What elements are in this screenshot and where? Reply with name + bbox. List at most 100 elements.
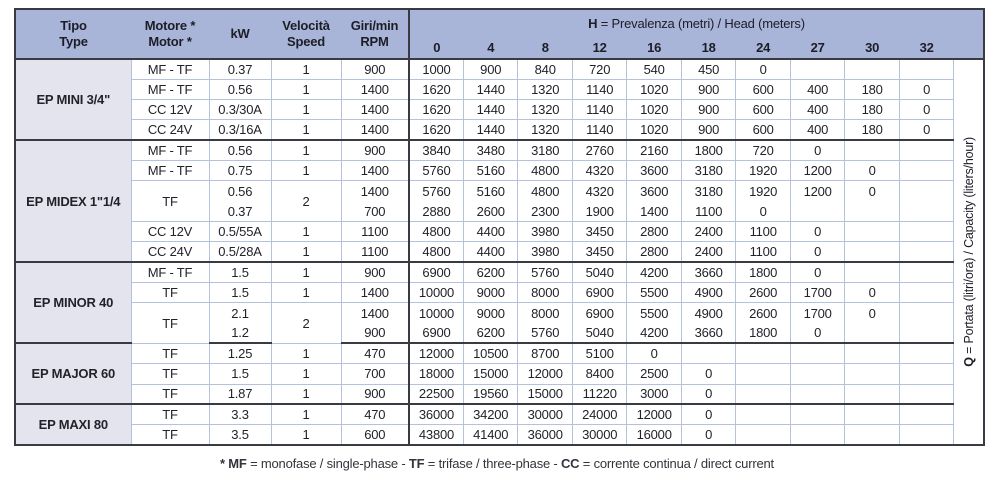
rpm-cell: 1400 [340,119,410,142]
rpm-cell: 470 [340,403,410,426]
table-row: CC 12V 0.3/30A 1 1400 1620 1440 1320 1140 1020 90… [15,99,984,121]
footnote: * MF = monofase / single-phase - TF = tr… [0,456,994,471]
kw-cell: 1.5 [208,261,272,283]
capacity-cell: 4800 [407,220,464,243]
speed-cell: 1 [270,261,342,283]
capacity-cell: 1020 [626,119,682,142]
kw-cell: 0.37 [208,58,272,80]
capacity-cell: 3450 [571,220,628,243]
table-row: TF 0.56 2 1400 5760 5160 4800 4320 3600 3180 1920 1… [15,180,984,222]
capacity-cell [898,302,955,324]
capacity-cell: 1800 [680,139,737,162]
capacity-cell: 3600 [626,160,682,182]
rpm-cell: 1400 [340,302,410,324]
capacity-cell: 4200 [626,323,682,345]
type-cell: EP MINI 3/4" [14,58,132,142]
rpm-cell: 900 [340,139,410,162]
capacity-cell: 900 [462,58,519,80]
capacity-cell: 0 [735,58,791,80]
capacity-cell [898,261,955,283]
motor-cell: CC 24V [130,119,210,142]
capacity-cell: 1000 [407,58,464,80]
rpm-cell: 1400 [340,160,410,182]
motor-cell: TF [130,302,210,344]
motor-cell: MF - TF [130,261,210,283]
capacity-cell: 34200 [462,403,519,426]
table-row: MF - TF 0.75 1 1400 5760 5160 4800 4320 3600 3180… [15,160,984,182]
capacity-cell [898,403,955,426]
capacity-cell: 1020 [626,78,682,101]
capacity-cell: 2400 [680,220,737,243]
speed-cell: 1 [270,139,342,162]
capacity-cell [898,281,955,304]
capacity-cell [789,58,846,80]
capacity-cell: 22500 [407,383,464,406]
table-header: Tipo Type Motore * Motor * kW Velocità S… [15,9,984,60]
kw-cell: 0.5/55A [208,220,272,243]
kw-cell: 0.3/30A [208,99,272,121]
capacity-cell: 0 [680,424,737,447]
speed-cell: 1 [270,281,342,304]
capacity-cell [898,160,955,182]
kw-cell: 0.56 [208,180,272,202]
capacity-cell [898,201,955,223]
table-row: TF 1.5 1 700 18000 15000 12000 8400 2500 0 [15,363,984,385]
capacity-cell: 0 [844,180,900,202]
rpm-cell: 700 [340,363,410,385]
rpm-cell: 470 [340,342,410,365]
table-row: 0.37 700 2880 2600 2300 1900 1400 1100 0 [15,201,984,223]
kw-cell: 1.5 [208,363,272,385]
capacity-cell: 1400 [626,201,682,223]
capacity-cell: 1440 [462,78,519,101]
capacity-cell: 1100 [680,201,737,223]
capacity-cell: 8000 [517,302,573,324]
motor-cell: TF [130,363,210,385]
capacity-cell: 1320 [517,99,573,121]
speed-cell: 2 [270,302,342,344]
side-label-cell: Q = Portata (litri/ora) / Capacity (lite… [953,58,985,446]
head-value: 18 [681,37,736,60]
motor-cell: MF - TF [130,78,210,101]
kw-cell: 0.3/16A [208,119,272,142]
capacity-cell: 5160 [462,180,519,202]
table-row: CC 24V 0.3/16A 1 1400 1620 1440 1320 1140 1020 90… [15,119,984,142]
capacity-cell: 600 [735,119,791,142]
capacity-cell: 15000 [517,383,573,406]
header-row-2: 0 4 8 12 16 18 24 27 30 32 [15,37,984,60]
capacity-cell: 19560 [462,383,519,406]
speed-cell: 1 [270,363,342,385]
capacity-cell [789,403,846,426]
capacity-cell: 3180 [517,139,573,162]
type-cell: EP MIDEX 1"1/4 [14,139,132,264]
kw-cell: 1.87 [208,383,272,406]
capacity-cell: 1140 [571,99,628,121]
capacity-cell: 12000 [407,342,464,365]
capacity-cell: 0 [680,403,737,426]
capacity-cell: 1200 [789,180,846,202]
col-header-motor: Motore * Motor * [131,9,209,60]
col-header-type: Tipo Type [15,9,131,60]
capacity-cell: 2760 [571,139,628,162]
capacity-axis-label: Q = Portata (litri/ora) / Capacity (lite… [962,137,976,367]
capacity-cell [898,241,955,264]
capacity-cell: 5040 [571,261,628,283]
capacity-cell: 1700 [789,302,846,324]
speed-cell: 1 [270,424,342,447]
motor-cell: CC 24V [130,241,210,264]
capacity-cell: 6900 [407,323,464,345]
capacity-cell: 2600 [462,201,519,223]
col-header-speed-it: Velocità [282,18,330,34]
table-row: TF 2.1 2 1400 10000 9000 8000 6900 5500 4900 2600 1… [15,302,984,344]
capacity-cell [844,261,900,283]
footnote-abbr: CC [560,456,580,471]
capacity-cell: 6900 [571,302,628,324]
rpm-cell: 1400 [340,99,410,121]
capacity-cell: 3840 [407,139,464,162]
head-value: 27 [790,37,845,60]
capacity-cell: 1920 [735,160,791,182]
capacity-cell: 1440 [462,99,519,121]
capacity-cell: 9000 [462,281,519,304]
col-header-speed: Velocità Speed [271,9,341,60]
capacity-cell: 1620 [407,99,464,121]
capacity-cell: 3450 [571,241,628,264]
